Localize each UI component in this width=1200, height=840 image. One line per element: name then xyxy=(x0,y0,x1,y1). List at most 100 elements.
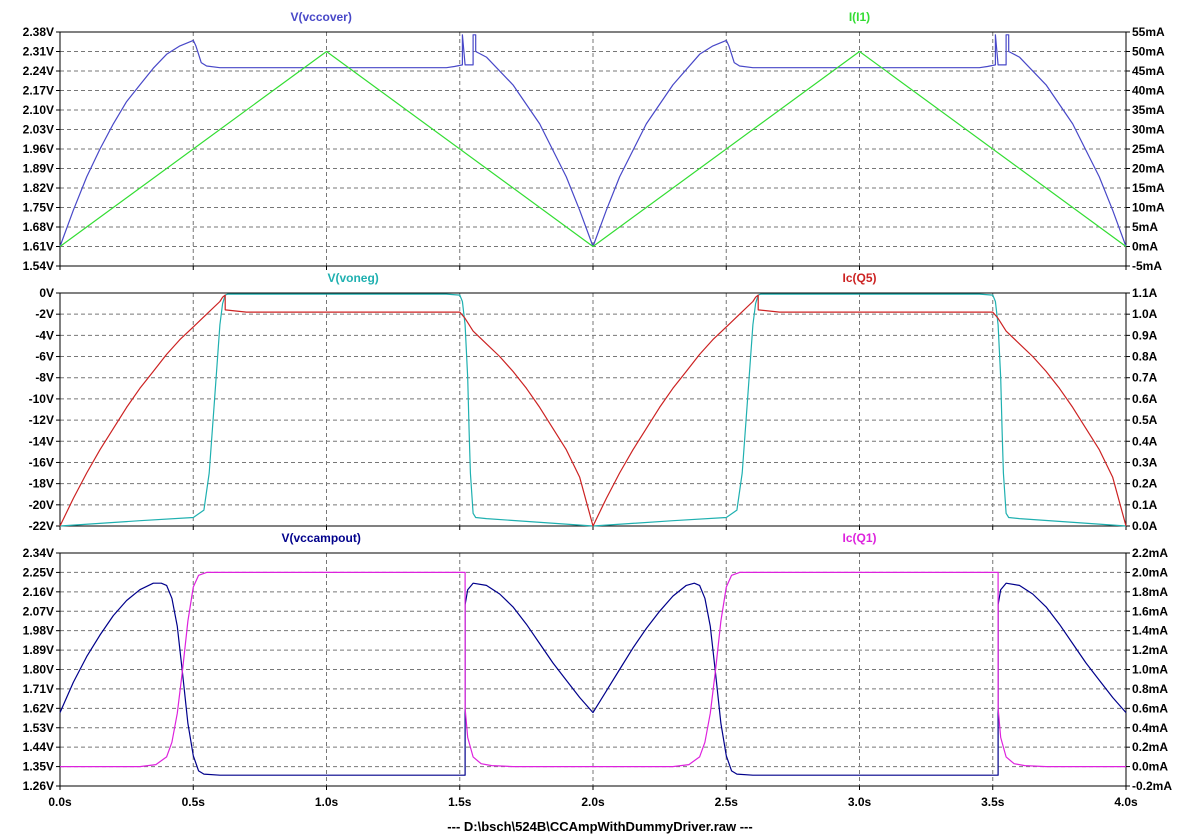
right-tick-label: 2.2mA xyxy=(1132,546,1168,560)
right-tick-label: 0.4A xyxy=(1132,434,1158,448)
left-tick-label: -14V xyxy=(29,434,54,448)
left-tick-label: 1.35V xyxy=(23,760,54,774)
left-tick-label: 1.80V xyxy=(23,663,54,677)
left-tick-label: 1.68V xyxy=(23,220,54,234)
right-tick-label: 20mA xyxy=(1132,162,1165,176)
left-tick-label: 1.71V xyxy=(23,682,54,696)
series-label: V(vccampout) xyxy=(281,531,360,545)
x-tick-label: 1.0s xyxy=(315,795,339,809)
left-tick-label: 2.34V xyxy=(23,546,54,560)
right-tick-label: 0.7A xyxy=(1132,371,1158,385)
right-tick-label: 0.0mA xyxy=(1132,760,1168,774)
left-tick-label: -16V xyxy=(29,455,54,469)
right-tick-label: 0.2mA xyxy=(1132,740,1168,754)
right-tick-label: 0mA xyxy=(1132,240,1158,254)
trace-vvccampout xyxy=(59,582,1127,776)
right-tick-label: 1.0A xyxy=(1132,307,1158,321)
right-tick-label: 0.0A xyxy=(1132,519,1158,533)
left-tick-label: 1.61V xyxy=(23,240,54,254)
right-tick-label: 30mA xyxy=(1132,123,1165,137)
pane-frame xyxy=(59,552,1127,787)
left-tick-label: 1.96V xyxy=(23,142,54,156)
left-tick-label: -2V xyxy=(35,307,54,321)
right-tick-label: 0.6mA xyxy=(1132,701,1168,715)
left-tick-label: 2.31V xyxy=(23,45,54,59)
right-tick-label: 50mA xyxy=(1132,45,1165,59)
right-tick-label: 1.6mA xyxy=(1132,604,1168,618)
right-tick-label: 0.2A xyxy=(1132,477,1158,491)
right-tick-label: 1.0mA xyxy=(1132,663,1168,677)
left-tick-label: 2.10V xyxy=(23,103,54,117)
left-tick-label: 1.53V xyxy=(23,721,54,735)
right-tick-label: 0.8A xyxy=(1132,350,1158,364)
left-tick-label: 1.62V xyxy=(23,701,54,715)
right-tick-label: 5mA xyxy=(1132,220,1158,234)
x-tick-label: 2.5s xyxy=(715,795,739,809)
right-tick-label: 1.2mA xyxy=(1132,643,1168,657)
right-tick-label: 0.6A xyxy=(1132,392,1158,406)
left-tick-label: 1.26V xyxy=(23,779,54,793)
x-tick-label: 0.0s xyxy=(48,795,72,809)
right-tick-label: 0.1A xyxy=(1132,498,1158,512)
series-label: V(vccover) xyxy=(290,10,351,24)
left-tick-label: -22V xyxy=(29,519,54,533)
left-tick-label: 1.44V xyxy=(23,740,54,754)
left-tick-label: -20V xyxy=(29,498,54,512)
right-tick-label: 25mA xyxy=(1132,142,1165,156)
left-tick-label: 2.16V xyxy=(23,585,54,599)
x-tick-label: 0.5s xyxy=(182,795,206,809)
left-tick-label: 1.89V xyxy=(23,643,54,657)
file-path-footer: --- D:\bsch\524B\CCAmpWithDummyDriver.ra… xyxy=(447,819,752,834)
left-tick-label: 2.03V xyxy=(23,123,54,137)
left-tick-label: 2.38V xyxy=(23,25,54,39)
right-tick-label: -0.2mA xyxy=(1132,779,1172,793)
x-tick-label: 2.0s xyxy=(581,795,605,809)
right-tick-label: 35mA xyxy=(1132,103,1165,117)
right-tick-label: 1.8mA xyxy=(1132,585,1168,599)
right-tick-label: 0.9A xyxy=(1132,328,1158,342)
x-tick-label: 3.5s xyxy=(981,795,1005,809)
pane-frame xyxy=(59,31,1127,267)
right-tick-label: 55mA xyxy=(1132,25,1165,39)
series-label: Ic(Q1) xyxy=(842,531,876,545)
left-tick-label: -18V xyxy=(29,477,54,491)
trace-icq5 xyxy=(59,294,1127,527)
right-tick-label: 0.4mA xyxy=(1132,721,1168,735)
right-tick-label: 45mA xyxy=(1132,64,1165,78)
left-tick-label: -12V xyxy=(29,413,54,427)
x-tick-label: 4.0s xyxy=(1114,795,1138,809)
x-tick-label: 1.5s xyxy=(448,795,472,809)
right-tick-label: 10mA xyxy=(1132,201,1165,215)
series-label: I(I1) xyxy=(849,10,870,24)
right-tick-label: -5mA xyxy=(1132,259,1162,273)
left-tick-label: 1.89V xyxy=(23,162,54,176)
right-tick-label: 40mA xyxy=(1132,84,1165,98)
series-label: Ic(Q5) xyxy=(842,271,876,285)
left-tick-label: 2.24V xyxy=(23,64,54,78)
left-tick-label: 1.75V xyxy=(23,201,54,215)
right-tick-label: 15mA xyxy=(1132,181,1165,195)
trace-icq1 xyxy=(60,571,1126,768)
trace-vvccover xyxy=(59,34,1127,248)
right-tick-label: 2.0mA xyxy=(1132,565,1168,579)
left-tick-label: 2.07V xyxy=(23,604,54,618)
right-tick-label: 0.8mA xyxy=(1132,682,1168,696)
right-tick-label: 1.1A xyxy=(1132,286,1158,300)
left-tick-label: -4V xyxy=(35,328,54,342)
x-tick-label: 3.0s xyxy=(848,795,872,809)
left-tick-label: -10V xyxy=(29,392,54,406)
left-tick-label: 1.82V xyxy=(23,181,54,195)
series-label: V(voneg) xyxy=(327,271,378,285)
left-tick-label: 2.25V xyxy=(23,565,54,579)
right-tick-label: 0.5A xyxy=(1132,413,1158,427)
left-tick-label: -6V xyxy=(35,350,54,364)
left-tick-label: 1.54V xyxy=(23,259,54,273)
left-tick-label: 1.98V xyxy=(23,624,54,638)
left-tick-label: 2.17V xyxy=(23,84,54,98)
left-tick-label: -8V xyxy=(35,371,54,385)
right-tick-label: 0.3A xyxy=(1132,455,1158,469)
right-tick-label: 1.4mA xyxy=(1132,624,1168,638)
trace-ii1 xyxy=(59,50,1127,248)
left-tick-label: 0V xyxy=(39,286,54,300)
